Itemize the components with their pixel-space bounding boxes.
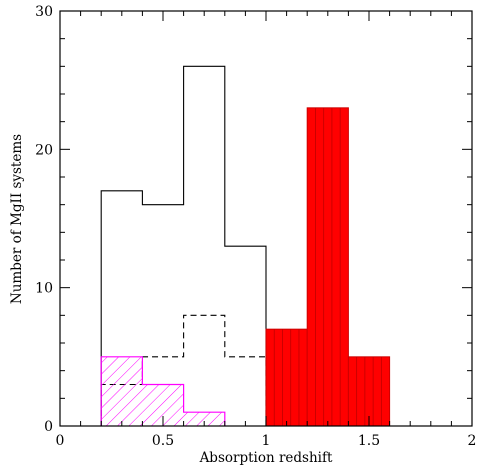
bar-magenta-2 xyxy=(183,412,225,426)
bar-red-1 xyxy=(306,107,349,427)
y-tick-label: 0 xyxy=(44,419,53,435)
series-red-filled xyxy=(265,107,391,427)
bar-magenta-0 xyxy=(101,356,143,426)
series-solid-black-outline xyxy=(100,65,267,426)
y-tick-label: 30 xyxy=(35,4,53,20)
x-axis-title: Absorption redshift xyxy=(199,450,333,466)
y-tick-label: 20 xyxy=(35,142,53,158)
y-axis-title: Number of MgII systems xyxy=(9,134,25,304)
x-tick-label: 0.5 xyxy=(152,433,174,449)
x-tick-label: 0 xyxy=(56,433,65,449)
series-magenta-hatched xyxy=(100,356,226,426)
bar-red-0 xyxy=(265,328,308,427)
magenta-outline xyxy=(100,356,226,426)
bar-red-2 xyxy=(347,356,391,427)
x-tick-label: 1 xyxy=(262,433,271,449)
x-tick-label: 2 xyxy=(468,433,477,449)
y-tick-label: 10 xyxy=(35,281,53,297)
solid-outline xyxy=(100,65,267,426)
x-tick-label: 1.5 xyxy=(358,433,380,449)
